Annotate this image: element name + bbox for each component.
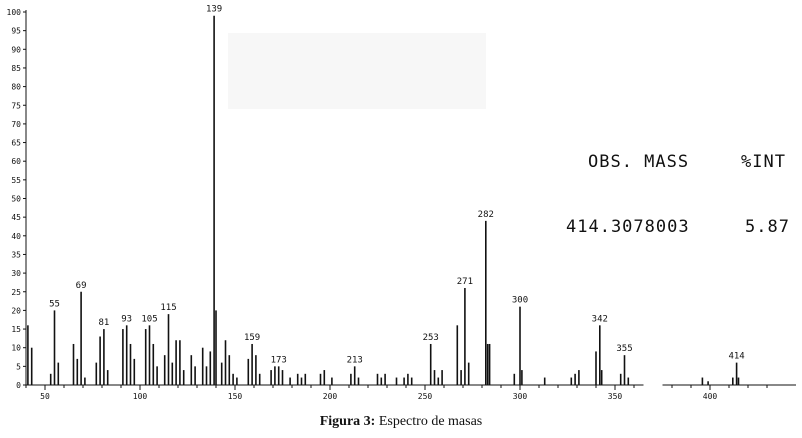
y-tick-label: 75 <box>11 101 21 110</box>
y-tick-label: 45 <box>11 213 21 222</box>
x-tick-label: 50 <box>40 392 50 401</box>
peak-label: 173 <box>271 355 287 365</box>
caption-label: Figura 3: <box>319 414 376 429</box>
y-tick-label: 10 <box>11 344 21 353</box>
int-header: %INT <box>741 152 786 172</box>
y-tick-label: 25 <box>11 288 21 297</box>
y-tick-label: 20 <box>11 306 21 315</box>
peak-label: 105 <box>141 314 157 324</box>
peak-label: 93 <box>121 314 132 324</box>
peak-label: 55 <box>49 299 60 309</box>
blank-region <box>228 33 486 109</box>
y-tick-label: 15 <box>11 325 21 334</box>
x-tick-label: 350 <box>608 392 623 401</box>
y-tick-label: 85 <box>11 64 21 73</box>
peak-label: 300 <box>512 296 528 306</box>
peak-label: 342 <box>592 314 608 324</box>
y-tick-label: 0 <box>16 381 21 390</box>
x-tick-label: 100 <box>133 392 148 401</box>
peak-label: 213 <box>347 355 363 365</box>
int-value: 5.87 <box>745 217 790 237</box>
x-tick-label: 150 <box>228 392 243 401</box>
y-tick-label: 5 <box>16 362 21 371</box>
y-tick-label: 65 <box>11 139 21 148</box>
obs-mass-header: OBS. MASS <box>588 152 690 172</box>
y-tick-label: 95 <box>11 27 21 36</box>
y-tick-label: 70 <box>11 120 21 129</box>
y-tick-label: 35 <box>11 250 21 259</box>
mass-spectrum-chart: 0 5 10 15 20 25 30 35 40 45 50 55 60 65 70 75 80 85 90 95 10… <box>7 5 796 401</box>
peak-label: 139 <box>206 5 222 15</box>
y-tick-label: 90 <box>11 45 21 54</box>
y-tick-label: 30 <box>11 269 21 278</box>
y-tick-label: 50 <box>11 195 21 204</box>
peak-label: 159 <box>244 333 260 343</box>
obs-mass-value: 414.3078003 <box>566 217 690 237</box>
peak-label: 81 <box>98 318 109 328</box>
y-tick-label: 55 <box>11 176 21 185</box>
peak-label: 69 <box>76 281 87 291</box>
peak-label: 282 <box>478 210 494 220</box>
peak-label: 271 <box>457 277 473 287</box>
y-tick-label: 40 <box>11 232 21 241</box>
x-tick-label: 250 <box>418 392 433 401</box>
y-tick-label: 100 <box>7 8 22 17</box>
x-tick-label: 300 <box>513 392 528 401</box>
x-tick-label: 200 <box>323 392 338 401</box>
peak-label: 115 <box>160 303 176 313</box>
x-tick-label: 400 <box>703 392 718 401</box>
peak-label: 414 <box>728 352 744 362</box>
caption-text: Espectro de masas <box>375 414 483 429</box>
y-tick-label: 80 <box>11 83 21 92</box>
peak-label: 355 <box>616 344 632 354</box>
peak-label: 253 <box>423 333 439 343</box>
y-tick-label: 60 <box>11 157 21 166</box>
figure-caption: Figura 3: Espectro de masas <box>0 414 802 430</box>
